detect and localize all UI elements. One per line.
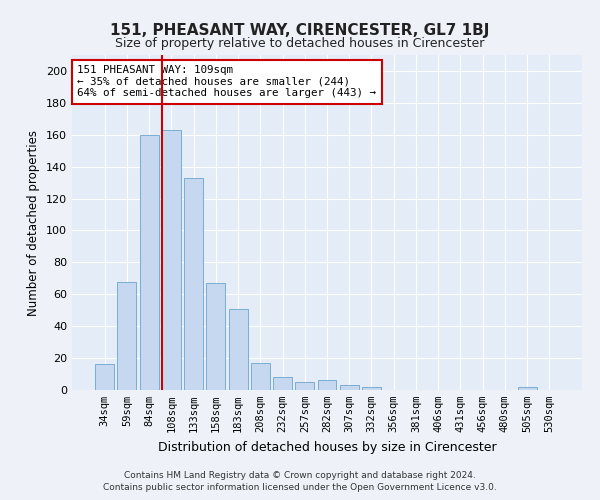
Bar (140, 135, 158, 390)
Text: Contains HM Land Registry data © Crown copyright and database right 2024.
Contai: Contains HM Land Registry data © Crown c… (103, 471, 497, 492)
Bar (184, 178, 203, 390)
Bar (251, 363, 270, 390)
Text: 151, PHEASANT WAY, CIRENCESTER, GL7 1BJ: 151, PHEASANT WAY, CIRENCESTER, GL7 1BJ (110, 22, 490, 38)
Bar (162, 130, 181, 390)
Bar (118, 282, 136, 390)
Bar (206, 283, 225, 390)
X-axis label: Distribution of detached houses by size in Cirencester: Distribution of detached houses by size … (158, 440, 496, 454)
Bar (317, 380, 337, 390)
Bar (273, 377, 292, 390)
Y-axis label: Number of detached properties: Number of detached properties (28, 130, 40, 316)
Bar (362, 387, 381, 390)
Bar (295, 382, 314, 390)
Bar (229, 308, 248, 390)
Text: 151 PHEASANT WAY: 109sqm
← 35% of detached houses are smaller (244)
64% of semi-: 151 PHEASANT WAY: 109sqm ← 35% of detach… (77, 65, 376, 98)
Bar (518, 387, 536, 390)
Bar (340, 385, 359, 390)
Text: Size of property relative to detached houses in Cirencester: Size of property relative to detached ho… (115, 38, 485, 51)
Bar (95, 364, 114, 390)
